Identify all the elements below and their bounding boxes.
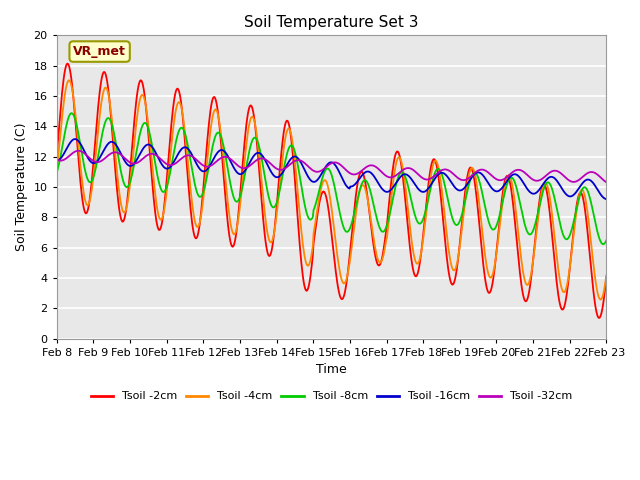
- Tsoil -32cm: [415, 172, 423, 178]
- Tsoil -2cm: [205, 121, 212, 127]
- Tsoil -4cm: [205, 142, 212, 148]
- Tsoil -4cm: [63, 82, 70, 88]
- Tsoil -2cm: [415, 264, 423, 270]
- Tsoil -4cm: [399, 167, 407, 172]
- Tsoil -2cm: [120, 217, 128, 223]
- Tsoil -32cm: [602, 180, 610, 185]
- Tsoil -8cm: [53, 170, 61, 176]
- Tsoil -16cm: [120, 157, 128, 163]
- Tsoil -2cm: [63, 61, 70, 67]
- Tsoil -32cm: [120, 155, 128, 160]
- Tsoil -16cm: [176, 148, 184, 154]
- Tsoil -8cm: [600, 241, 607, 247]
- Line: Tsoil -32cm: Tsoil -32cm: [57, 151, 606, 182]
- Tsoil -32cm: [53, 156, 61, 162]
- Tsoil -8cm: [176, 126, 184, 132]
- Title: Soil Temperature Set 3: Soil Temperature Set 3: [244, 15, 419, 30]
- Tsoil -32cm: [63, 155, 70, 161]
- Tsoil -8cm: [602, 238, 610, 243]
- Tsoil -4cm: [602, 273, 610, 278]
- Tsoil -8cm: [415, 221, 423, 227]
- Tsoil -4cm: [596, 297, 604, 302]
- Tsoil -8cm: [120, 180, 128, 186]
- Tsoil -16cm: [71, 136, 79, 142]
- Text: VR_met: VR_met: [73, 45, 126, 58]
- Tsoil -2cm: [63, 60, 71, 66]
- Tsoil -2cm: [176, 92, 184, 97]
- Tsoil -16cm: [53, 157, 61, 163]
- Tsoil -32cm: [176, 157, 184, 163]
- Legend: Tsoil -2cm, Tsoil -4cm, Tsoil -8cm, Tsoil -16cm, Tsoil -32cm: Tsoil -2cm, Tsoil -4cm, Tsoil -8cm, Tsoi…: [86, 387, 577, 406]
- Tsoil -2cm: [399, 175, 407, 181]
- Tsoil -8cm: [63, 121, 70, 127]
- Line: Tsoil -8cm: Tsoil -8cm: [57, 113, 606, 244]
- Tsoil -16cm: [602, 196, 610, 202]
- Tsoil -4cm: [53, 168, 61, 173]
- Tsoil -2cm: [602, 274, 610, 280]
- Tsoil -16cm: [205, 164, 212, 170]
- Tsoil -16cm: [399, 172, 407, 178]
- Line: Tsoil -4cm: Tsoil -4cm: [57, 80, 606, 300]
- Tsoil -16cm: [63, 146, 70, 152]
- Tsoil -4cm: [415, 258, 423, 264]
- Tsoil -2cm: [53, 153, 61, 158]
- Tsoil -2cm: [595, 315, 603, 321]
- Tsoil -32cm: [205, 164, 212, 169]
- X-axis label: Time: Time: [316, 363, 347, 376]
- Tsoil -4cm: [65, 77, 73, 83]
- Line: Tsoil -16cm: Tsoil -16cm: [57, 139, 606, 199]
- Y-axis label: Soil Temperature (C): Soil Temperature (C): [15, 123, 28, 251]
- Tsoil -4cm: [120, 210, 128, 216]
- Tsoil -8cm: [205, 163, 212, 169]
- Tsoil -8cm: [399, 170, 407, 176]
- Tsoil -4cm: [176, 100, 184, 106]
- Tsoil -32cm: [399, 167, 407, 173]
- Tsoil -8cm: [67, 110, 75, 116]
- Tsoil -16cm: [415, 187, 423, 192]
- Tsoil -32cm: [74, 148, 82, 154]
- Line: Tsoil -2cm: Tsoil -2cm: [57, 63, 606, 318]
